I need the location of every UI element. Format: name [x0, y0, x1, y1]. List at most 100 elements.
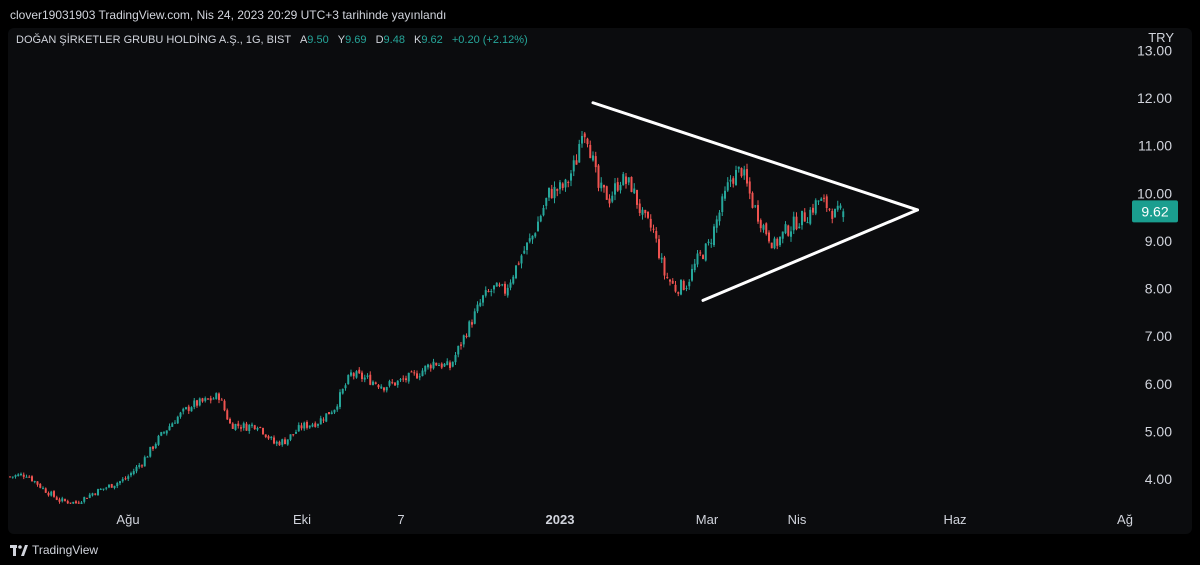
candle-body: [765, 223, 768, 235]
candle-body: [688, 281, 691, 287]
candle-body: [597, 165, 600, 188]
last-price-label: 9.62: [1141, 203, 1168, 219]
candle-body: [493, 285, 495, 290]
candle-body: [479, 302, 482, 306]
symbol-legend: DOĞAN ŞİRKETLER GRUBU HOLDİNG A.Ş., 1G, …: [16, 34, 528, 46]
candle-body: [831, 210, 834, 219]
candle-body: [141, 465, 143, 467]
x-tick-label: Ağ: [1117, 512, 1133, 527]
candle-body: [72, 501, 75, 504]
candle-body: [746, 169, 748, 184]
candle-body: [212, 398, 215, 400]
y-tick-label: 11.00: [1138, 138, 1172, 154]
candle-body: [165, 430, 168, 434]
candle-body: [696, 253, 699, 265]
x-tick-label: Eki: [293, 512, 311, 527]
candle-body: [152, 446, 154, 449]
candle-body: [526, 242, 528, 250]
candle-body: [306, 421, 308, 428]
candle-body: [495, 282, 498, 287]
candle-body: [622, 174, 625, 186]
last-price-badge: [1132, 200, 1178, 223]
candle-body: [429, 365, 432, 369]
candle-body: [61, 498, 64, 502]
candle-body: [174, 422, 176, 424]
candle-body: [275, 441, 278, 444]
candle-body: [630, 176, 633, 192]
candle-body: [9, 476, 11, 478]
candle-body: [234, 424, 237, 430]
candle-body: [154, 444, 157, 448]
candle-body: [677, 292, 680, 294]
candle-body: [421, 370, 424, 377]
candle-body: [69, 502, 72, 504]
candle-body: [330, 412, 333, 415]
candle-body: [792, 216, 795, 231]
candle-body: [781, 231, 784, 239]
candle-body: [383, 387, 385, 391]
candle-body: [245, 423, 248, 431]
candle-body: [721, 196, 724, 213]
candle-body: [380, 386, 383, 389]
candle-body: [666, 276, 669, 278]
candle-body: [143, 457, 146, 467]
candle-body: [317, 424, 319, 426]
candle-body: [42, 487, 44, 489]
candle-body: [262, 428, 264, 435]
candle-body: [215, 393, 218, 399]
candle-body: [707, 241, 710, 243]
candle-body: [515, 265, 517, 279]
candle-body: [446, 361, 449, 366]
candle-body: [124, 478, 127, 480]
candle-body: [718, 212, 721, 222]
candle-body: [465, 335, 468, 337]
candle-body: [127, 476, 130, 479]
candle-body: [20, 473, 22, 476]
candle-body: [121, 479, 124, 482]
y-tick-label: 4.00: [1145, 471, 1172, 487]
candle-body: [149, 446, 152, 457]
candle-body: [457, 345, 460, 355]
candle-body: [39, 484, 42, 488]
publish-line: clover19031903 TradingView.com, Nis 24, …: [10, 8, 447, 22]
candle-body: [545, 198, 548, 206]
candle-body: [410, 371, 413, 373]
candle-body: [99, 488, 102, 490]
candle-body: [658, 239, 660, 259]
candle-body: [671, 280, 674, 284]
top-bar: clover19031903 TradingView.com, Nis 24, …: [0, 0, 1200, 28]
candle-body: [25, 476, 28, 478]
candle-body: [427, 364, 429, 368]
candle-body: [592, 155, 594, 161]
candle-body: [284, 439, 286, 445]
candle-body: [319, 418, 322, 425]
candle-body: [715, 219, 718, 228]
candle-body: [190, 407, 193, 412]
candle-body: [836, 205, 839, 210]
candle-body: [581, 135, 583, 144]
candle-body: [248, 424, 251, 432]
candle-body: [740, 168, 743, 177]
trendline-upper: [591, 101, 919, 212]
candle-body: [627, 177, 630, 183]
candle-body: [160, 432, 163, 436]
candle-body: [471, 322, 473, 325]
candle-body: [432, 361, 435, 369]
candle-body: [132, 471, 135, 474]
price-chart[interactable]: 4.00 5.00 6.00 7.00 8.00 9.00 10.00 11.00 12.00 1…: [0, 0, 1200, 534]
candle-body: [803, 212, 806, 222]
candle-body: [237, 423, 240, 426]
candle-body: [374, 382, 377, 384]
candle-body: [567, 182, 570, 184]
candle-body: [776, 238, 779, 246]
candle-body: [407, 372, 410, 382]
candle-body: [372, 381, 374, 385]
candle-body: [278, 441, 281, 446]
candle-body: [328, 412, 330, 415]
candle-body: [787, 225, 790, 236]
candle-body: [344, 385, 347, 389]
candle-body: [729, 179, 732, 182]
candle-body: [812, 207, 814, 213]
candle-body: [17, 474, 20, 477]
candle-body: [539, 216, 542, 222]
